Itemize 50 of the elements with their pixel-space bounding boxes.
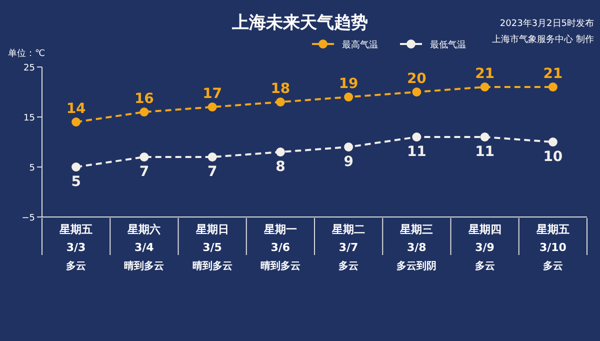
point — [344, 142, 354, 152]
data-label: 8 — [276, 159, 286, 175]
data-label: 5 — [71, 174, 81, 190]
data-label: 9 — [344, 154, 354, 170]
point — [480, 132, 490, 142]
point — [140, 152, 149, 162]
point — [208, 102, 217, 112]
y-tick-label: −5 — [22, 214, 35, 224]
text: 2023年3月2日5时发布 — [500, 18, 594, 29]
data-label: 17 — [202, 86, 222, 102]
x-tick-label: 星期四 3/9 多云 — [467, 223, 502, 272]
data-label: 7 — [139, 164, 150, 180]
data-label: 11 — [475, 144, 495, 160]
data-label: 21 — [543, 66, 563, 82]
y-axis-title: 单位：℃ — [8, 48, 46, 59]
data-label: 19 — [338, 76, 358, 92]
y-tick-label: 25 — [24, 64, 35, 74]
x-tick-label: 星期一 3/6 晴到多云 — [260, 223, 300, 272]
x-tick-label: 星期五 3/10 多云 — [535, 223, 570, 272]
x-tick-label: 星期五 3/3 多云 — [58, 223, 93, 272]
data-label: 16 — [134, 91, 154, 107]
data-label: 11 — [406, 144, 426, 160]
point — [276, 148, 285, 156]
x-tick-label: 星期六 3/4 晴到多云 — [124, 223, 164, 272]
point — [72, 162, 81, 172]
legend-label: 最高气温 — [342, 40, 378, 50]
legend-label: 最低气温 — [430, 40, 466, 50]
x-tick-label: 星期日 3/5 晴到多云 — [192, 223, 232, 272]
data-label: 7 — [207, 164, 218, 180]
chart-title: 上海未来天气趋势 — [231, 13, 368, 33]
point — [412, 88, 422, 96]
point — [480, 82, 490, 92]
point — [412, 132, 422, 142]
data-label: 21 — [475, 66, 495, 82]
point — [208, 152, 217, 162]
point — [344, 92, 354, 102]
point — [72, 118, 81, 126]
data-label: 10 — [543, 149, 563, 165]
y-tick-label: 5 — [29, 164, 35, 174]
x-tick-label: 星期三 3/8 多云到阴 — [396, 223, 437, 272]
text: 上海市气象服务中心 制作 — [492, 34, 594, 45]
point — [548, 82, 558, 92]
point — [548, 138, 558, 146]
point — [140, 108, 149, 116]
point — [276, 98, 285, 106]
data-label: 18 — [270, 81, 290, 97]
y-tick-label: 15 — [24, 114, 35, 124]
data-label: 20 — [406, 71, 427, 87]
x-tick-label: 星期二 3/7 多云 — [331, 223, 366, 272]
data-label: 14 — [66, 101, 86, 117]
